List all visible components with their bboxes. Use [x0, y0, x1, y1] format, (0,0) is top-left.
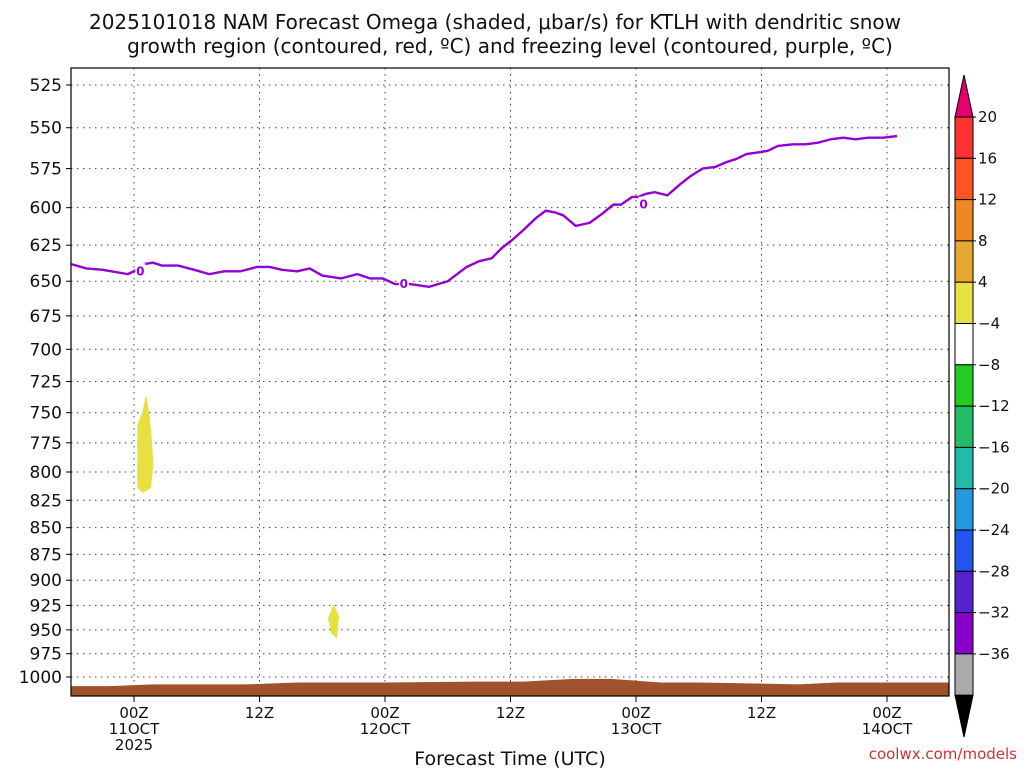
colorbar: 20 16 12 8 4 −4 −8 −12 −16 −20 −24 −28 −32 −36 [954, 74, 1010, 738]
x-tick-label: 12Z [245, 704, 274, 722]
x-tick-label: 00Z [872, 704, 901, 722]
colorbar-label: 16 [978, 149, 997, 167]
colorbar-top-arrow [954, 74, 974, 118]
y-tick-label: 875 [30, 545, 62, 565]
y-tick-label: 600 [30, 199, 62, 219]
colorbar-label: 8 [978, 232, 988, 250]
x-tick-label: 12Z [496, 704, 525, 722]
colorbar-label: −32 [978, 604, 1010, 622]
y-tick-label: 850 [30, 519, 62, 539]
x-tick-label: 14OCT [862, 720, 913, 738]
colorbar-label: −36 [978, 645, 1010, 663]
colorbar-swatch [954, 240, 974, 283]
y-tick-label: 625 [30, 236, 62, 256]
title-line-1: 2025101018 NAM Forecast Omega (shaded, μ… [89, 10, 901, 34]
x-tick-label: 12Z [747, 704, 776, 722]
colorbar-label: −16 [978, 438, 1010, 456]
y-tick-label: 675 [30, 307, 62, 327]
contour-label: 0 [639, 198, 647, 212]
freezing-level-line [71, 134, 898, 289]
y-tick-label: 575 [30, 160, 62, 180]
colorbar-label: −12 [978, 397, 1010, 415]
chart-title: 2025101018 NAM Forecast Omega (shaded, μ… [89, 10, 901, 58]
x-tick-label: 2025 [115, 736, 153, 754]
y-tick-label: 725 [30, 373, 62, 393]
y-tick-label: 775 [30, 434, 62, 454]
y-tick-label: 950 [30, 621, 62, 641]
y-tick-label: 650 [30, 272, 62, 292]
x-tick-label: 11OCT [109, 720, 160, 738]
colorbar-label: −28 [978, 562, 1010, 580]
colorbar-swatch [954, 364, 974, 407]
y-tick-label: 975 [30, 645, 62, 665]
x-tick-label: 12OCT [360, 720, 411, 738]
y-tick-label: 550 [30, 119, 62, 139]
colorbar-swatch [954, 446, 974, 490]
x-tick-label: 00Z [370, 704, 399, 722]
omega-region [137, 396, 154, 494]
contour-label-bg [398, 276, 409, 291]
title-line-2: growth region (contoured, red, ºC) and f… [127, 34, 893, 58]
y-tick-label: 525 [30, 76, 62, 96]
colorbar-swatch [954, 405, 974, 448]
colorbar-bottom-arrow [954, 694, 974, 738]
colorbar-label: 4 [978, 273, 988, 291]
contour-label: 0 [400, 277, 408, 291]
colorbar-swatch [954, 488, 974, 531]
plot-inner: 0 0 0 [71, 68, 949, 696]
colorbar-label: −8 [978, 356, 1000, 374]
colorbar-swatch [954, 157, 974, 201]
contour-label-bg [638, 196, 649, 211]
x-tick-label: 00Z [621, 704, 650, 722]
colorbar-swatch [954, 323, 974, 366]
colorbar-label: 12 [978, 191, 997, 209]
terrain-fill [71, 678, 949, 696]
x-axis-label: Forecast Time (UTC) [414, 748, 605, 768]
contour-label-bg [135, 263, 146, 278]
y-tick-label: 800 [30, 463, 62, 483]
omega-region [328, 604, 340, 639]
colorbar-swatch [954, 116, 974, 159]
contour-label: 0 [136, 264, 144, 278]
colorbar-swatch [954, 570, 974, 614]
y-tick-label: 750 [30, 404, 62, 424]
x-tick-label: 00Z [119, 704, 148, 722]
colorbar-swatch [954, 281, 974, 325]
colorbar-swatch [954, 199, 974, 242]
colorbar-label: −4 [978, 315, 1000, 333]
x-tick-label: 13OCT [611, 720, 662, 738]
y-tick-label: 900 [30, 571, 62, 591]
colorbar-swatch [954, 653, 974, 696]
credit-text: coolwx.com/models [869, 745, 1017, 763]
plot-area: 0 0 0 [70, 67, 950, 697]
y-tick-label: 700 [30, 340, 62, 360]
colorbar-swatch [954, 612, 974, 655]
colorbar-swatch [954, 529, 974, 572]
y-tick-label: 825 [30, 491, 62, 511]
y-tick-label: 925 [30, 596, 62, 616]
y-axis: 525 550 575 600 625 650 675 700 725 750 775 800 825 8… [19, 76, 71, 688]
y-tick-label: 1000 [19, 668, 62, 688]
colorbar-label: −24 [978, 521, 1010, 539]
colorbar-label: −20 [978, 480, 1010, 498]
colorbar-label: 20 [978, 108, 997, 126]
